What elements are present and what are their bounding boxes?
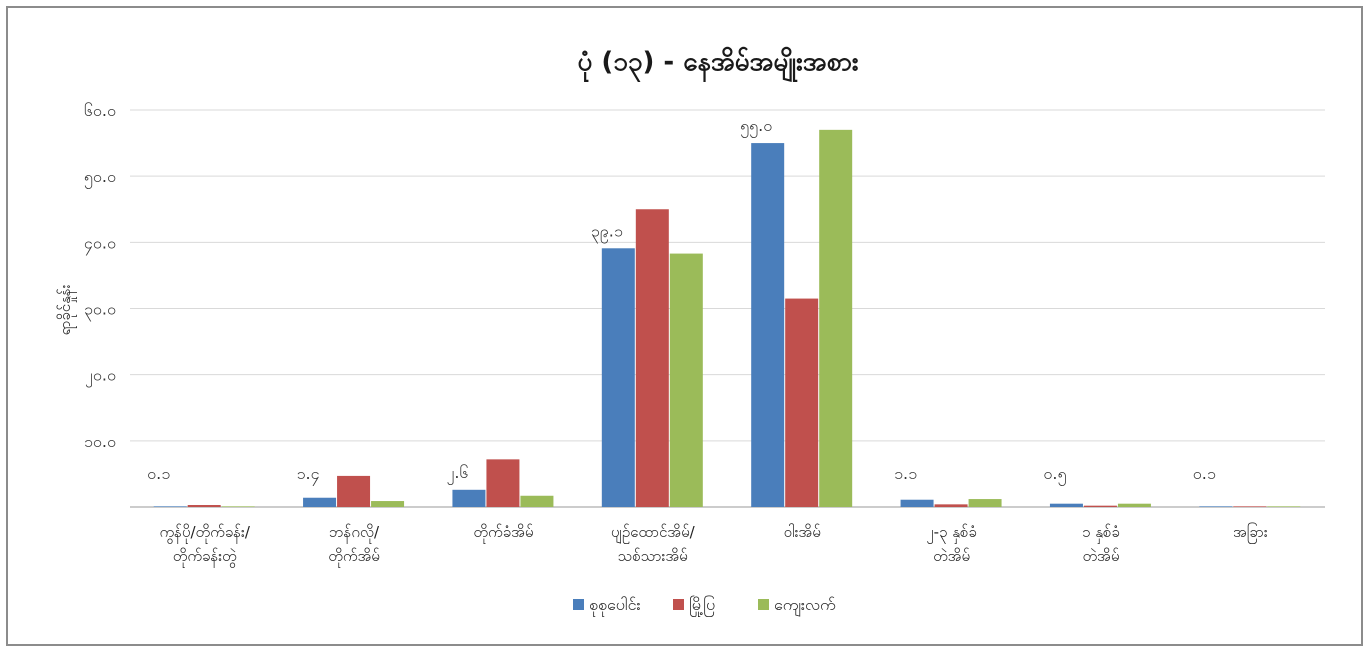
- bar: [303, 497, 337, 507]
- x-category-label: ၁ နှစ်ခံ: [1082, 523, 1120, 544]
- data-label: ၂.၆: [446, 463, 468, 485]
- bar: [1083, 505, 1117, 507]
- bar: [337, 475, 371, 507]
- bar: [819, 129, 853, 507]
- legend-label: စုစုပေါင်း: [589, 595, 641, 617]
- data-label: ၀.၁: [147, 464, 170, 483]
- bar: [1199, 506, 1233, 507]
- bar: [1049, 503, 1083, 507]
- bar: [635, 209, 669, 507]
- bar: [371, 501, 405, 507]
- x-category-label: အခြား: [1233, 522, 1268, 544]
- bar: [669, 253, 703, 507]
- bar: [486, 459, 520, 507]
- y-tick-label: ၆၀.၀: [84, 101, 116, 120]
- x-category-label: ကွန်ပို/တိုက်ခန်း/: [159, 523, 250, 544]
- x-category-label: တဲအိမ်: [933, 547, 970, 565]
- y-tick-label: ၁၀.၀: [84, 432, 116, 451]
- bar: [187, 505, 221, 507]
- y-tick-label: ၃၀.၀: [84, 300, 116, 322]
- x-category-label: ဝါးအိမ်: [784, 523, 821, 541]
- data-label: ၃၉.၁: [591, 221, 623, 243]
- bar: [601, 248, 635, 507]
- x-category-label: တိုက်ခန်းတွဲ: [173, 547, 237, 568]
- legend: စုစုပေါင်း မြို့ပြ ကျေးလက်: [573, 595, 836, 617]
- legend-label: မြို့ပြ: [689, 595, 715, 617]
- legend-label: ကျေးလက်: [774, 595, 836, 617]
- data-label: ၅၅.၀: [740, 116, 772, 138]
- bar: [785, 298, 819, 507]
- y-tick-label: ၅၀.၀: [84, 167, 116, 189]
- x-axis-categories: ကွန်ပို/တိုက်ခန်း/ တိုက်ခန်းတွဲ ဘန်ဂလို/ တိ…: [159, 522, 1267, 568]
- bar: [452, 489, 486, 507]
- x-category-label: ပျဉ်ထောင်အိမ်/: [611, 523, 696, 544]
- bar: [1233, 506, 1267, 507]
- y-axis-ticks: ၁၀.၀ ၂၀.၀ ၃၀.၀ ၄၀.၀ ၅၀.၀ ၆၀.၀: [84, 101, 116, 451]
- bar: [1117, 503, 1151, 507]
- x-category-label: ဘန်ဂလို/: [329, 523, 380, 544]
- y-tick-label: ၄၀.၀: [84, 233, 116, 255]
- bar: [900, 499, 934, 507]
- bar: [751, 143, 785, 508]
- bars: [153, 129, 1301, 508]
- data-label: ၀.၁: [1193, 464, 1216, 483]
- bar: [221, 506, 255, 507]
- data-label: ၀.၅: [1043, 464, 1066, 486]
- x-category-label: တဲအိမ်: [1082, 547, 1119, 565]
- bar: [153, 506, 187, 507]
- legend-swatch: [573, 599, 584, 610]
- y-axis-label: ရာခိုင်နှုန်း: [56, 284, 77, 335]
- x-category-label: ၂-၃ နှစ်ခံ: [926, 523, 977, 544]
- bar: [934, 504, 968, 507]
- chart-title: ပုံ (၁၃) - နေအိမ်အမျိုးအစား: [577, 46, 858, 83]
- x-category-label: တိုက်ခံအိမ်: [473, 523, 533, 544]
- bar: [1267, 506, 1301, 507]
- legend-swatch: [758, 599, 769, 610]
- grid-lines: [130, 109, 1325, 508]
- x-category-label: သစ်သားအိမ်: [618, 547, 688, 565]
- bar-chart: ပုံ (၁၃) - နေအိမ်အမျိုးအစား ရာခိုင်နှုန်…: [56, 46, 1325, 617]
- x-category-label: တိုက်အိမ်: [328, 547, 380, 568]
- bar: [968, 499, 1002, 507]
- y-tick-label: ၂၀.၀: [85, 366, 116, 388]
- data-label: ၁.၁: [894, 464, 917, 483]
- data-labels: ၀.၁ ၁.၄ ၂.၆ ၃၉.၁ ၅၅.၀၁.၁ ၀.၅ ၀.၁: [147, 116, 1216, 486]
- bar: [520, 495, 554, 507]
- data-label: ၁.၄: [297, 464, 320, 486]
- legend-swatch: [673, 599, 684, 610]
